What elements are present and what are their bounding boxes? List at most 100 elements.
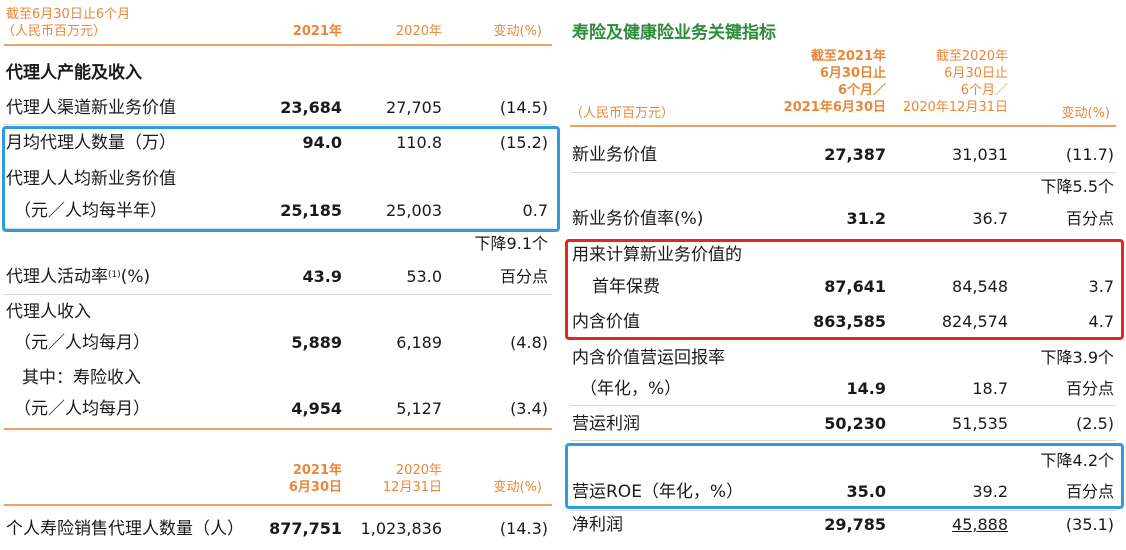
value-2020: 45,888 — [880, 514, 1008, 536]
col2-header-2020-line1: 2020年 — [395, 463, 442, 478]
unit-header: （人民币百万元） — [570, 106, 675, 121]
value-2020: 1,023,836 — [360, 519, 442, 538]
row-label: 代理人活动率(1)(%) — [6, 266, 150, 288]
col2-header-2021-line1: 2021年 — [292, 463, 342, 478]
period-header-line1: 截至6月30日止6个月 — [6, 7, 131, 22]
header-rule — [570, 125, 1116, 127]
col-header-2020-line4: 2020年12月31日 — [902, 100, 1008, 115]
col2-header-change: 变动(%) — [493, 480, 543, 495]
col-header-2021-line3: 6个月／ — [837, 83, 886, 98]
col-header-change: 变动(%) — [1061, 106, 1111, 121]
row-label: 个人寿险销售代理人数量（人） — [6, 519, 244, 539]
value-2020: 110.8 — [396, 133, 442, 152]
value-2021: 31.2 — [846, 209, 886, 228]
change-line2: 百分点 — [499, 267, 548, 286]
row-divider — [570, 510, 1116, 511]
value-2020: 36.7 — [972, 209, 1008, 228]
change-line2: 百分点 — [1065, 379, 1114, 398]
value-2020: 25,003 — [386, 201, 442, 220]
row-label: 内含价值营运回报率 — [572, 348, 725, 368]
table-title: 寿险及健康险业务关键指标 — [572, 23, 776, 43]
row-label-text: 代理人活动率 — [6, 267, 108, 287]
col-header-2021-line1: 截至2021年 — [810, 49, 886, 64]
col-header-2021-line2: 6月30日止 — [819, 66, 886, 81]
value-change: (2.5) — [1076, 414, 1114, 433]
col2-header-2020-line2: 12月31日 — [382, 480, 442, 495]
value-change: (14.5) — [499, 98, 548, 117]
value-2020: 31,031 — [952, 145, 1008, 164]
section-rule — [4, 428, 552, 430]
value-change: (14.3) — [499, 519, 548, 538]
section-title: 代理人产能及收入 — [6, 63, 142, 83]
value-2021: 29,785 — [824, 515, 886, 534]
row-label-suffix: (%) — [120, 267, 151, 287]
row-label: 月均代理人数量（万） — [6, 133, 176, 153]
col-header-2020-line3: 6个月／ — [960, 83, 1008, 98]
value-2020: 51,535 — [952, 414, 1008, 433]
value-change: 4.7 — [1088, 312, 1114, 331]
value-2021: 25,185 — [280, 201, 342, 220]
value-2021: 27,387 — [824, 145, 886, 164]
value-2021: 43.9 — [302, 267, 342, 286]
col-header-2020: 2020年 — [395, 24, 442, 39]
col-header-2020-line2: 6月30日止 — [944, 66, 1008, 81]
row-divider — [570, 172, 1116, 173]
value-2021: 23,684 — [280, 98, 342, 117]
row-label: 代理人收入 — [6, 302, 91, 322]
value-change: (4.8) — [510, 333, 548, 352]
change-line1: 下降5.5个 — [1040, 177, 1114, 196]
value-2021: 877,751 — [269, 519, 342, 538]
value-2021: 35.0 — [846, 482, 886, 501]
highlight-box-red — [565, 239, 1124, 340]
value-change: (11.7) — [1065, 145, 1114, 164]
row-label: 代理人人均新业务价值 — [6, 169, 176, 189]
row-label: 营运ROE（年化，%） — [572, 482, 744, 502]
row-divider — [4, 124, 552, 125]
row-label: 用来计算新业务价值的 — [572, 245, 742, 265]
value-2020: 39.2 — [972, 482, 1008, 501]
change-line1: 下降4.2个 — [1040, 451, 1114, 470]
row-divider — [570, 440, 1116, 441]
unit-header: （人民币百万元） — [2, 24, 107, 39]
row-label-sub: 首年保费 — [592, 277, 660, 297]
value-change: 3.7 — [1088, 277, 1114, 296]
value-2021: 94.0 — [302, 133, 342, 152]
value-2020: 824,574 — [941, 312, 1008, 331]
row-divider — [570, 405, 1116, 406]
row-label: 净利润 — [572, 515, 623, 535]
highlight-box-blue — [565, 443, 1124, 509]
col-header-change: 变动(%) — [493, 24, 543, 39]
row-divider — [4, 294, 552, 295]
value-2020: 27,705 — [386, 98, 442, 117]
row-divider — [4, 228, 552, 229]
value-2021: 863,585 — [813, 312, 886, 331]
change-line2: 百分点 — [1065, 482, 1114, 501]
value-2021: 50,230 — [824, 414, 886, 433]
footnote-marker: (1) — [108, 270, 121, 280]
value-2020: 5,127 — [396, 399, 442, 418]
change-line1: 下降9.1个 — [474, 234, 548, 253]
value-2020: 18.7 — [972, 379, 1008, 398]
value-2021: 14.9 — [846, 379, 886, 398]
row-label-sub: （元／人均每半年） — [14, 201, 167, 221]
value-2020-text: 45,888 — [952, 515, 1008, 534]
value-2020: 53.0 — [406, 267, 442, 286]
header2-rule — [4, 504, 552, 506]
col-header-2021-line4: 2021年6月30日 — [783, 100, 886, 115]
row-label-sub: （元／人均每月） — [14, 333, 150, 353]
value-change: 0.7 — [522, 201, 548, 220]
value-2020: 6,189 — [396, 333, 442, 352]
value-change: (15.2) — [499, 133, 548, 152]
row-label: 新业务价值率(%) — [572, 209, 704, 229]
row-label: 其中：寿险收入 — [22, 368, 141, 388]
value-change: (35.1) — [1065, 515, 1114, 534]
highlight-box-blue — [2, 126, 560, 232]
value-change: (3.4) — [510, 399, 548, 418]
header-rule — [4, 44, 552, 46]
value-2021: 4,954 — [291, 399, 342, 418]
change-line1: 下降3.9个 — [1040, 348, 1114, 367]
col-header-2021: 2021年 — [292, 24, 342, 39]
row-label: 营运利润 — [572, 414, 640, 434]
row-label: 新业务价值 — [572, 145, 657, 165]
value-2020: 84,548 — [952, 277, 1008, 296]
